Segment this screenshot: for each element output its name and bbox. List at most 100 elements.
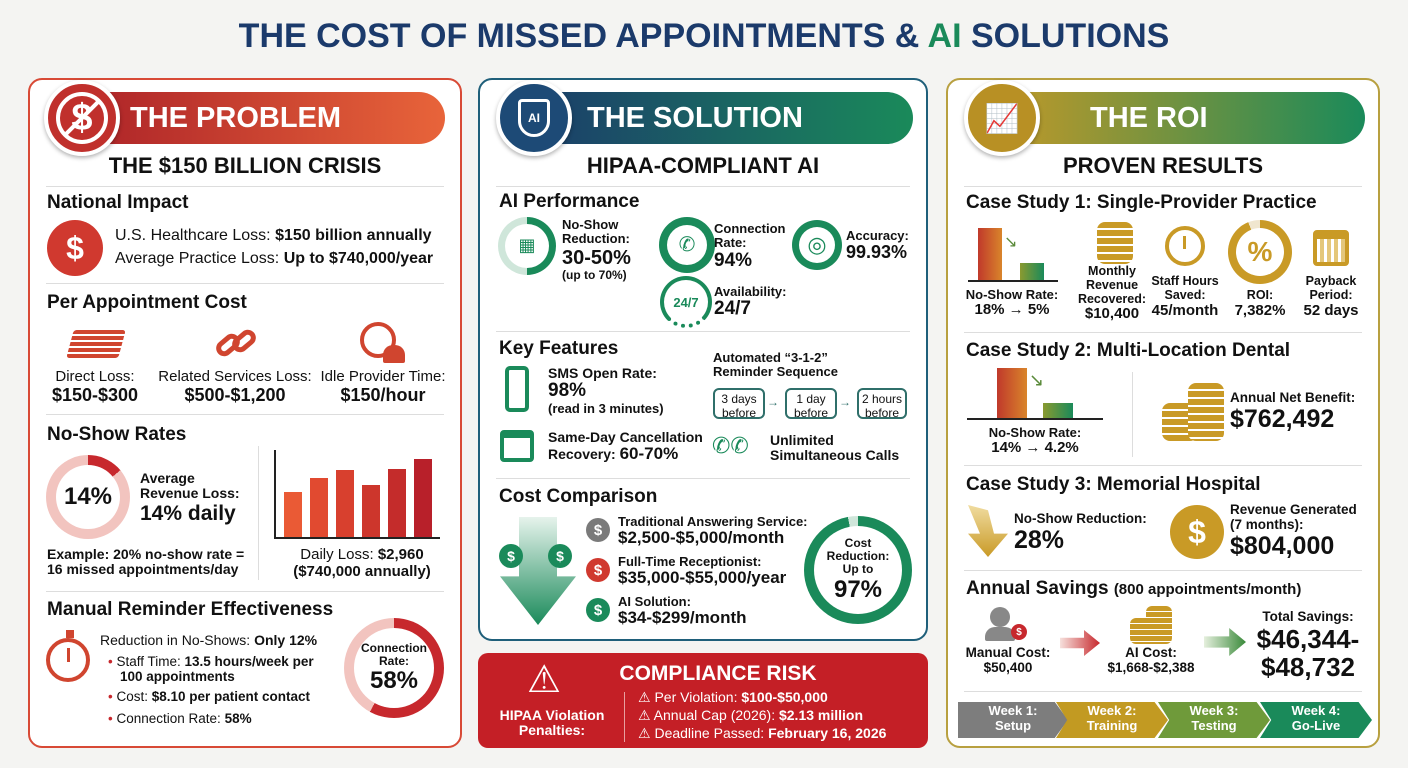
value: 99.93% [846,242,908,263]
ai-cost: AI Cost: $1,668-$2,388 [1107,645,1195,676]
label: Recovery: [548,446,620,463]
label: Cost [844,536,872,551]
label: Penalties: [518,722,586,739]
divider [964,570,1362,571]
dollar-badge-icon: $ [1011,624,1027,640]
value: $762,492 [1230,404,1335,433]
title-part: THE COST OF MISSED APPOINTMENTS & [238,17,928,55]
value: 100 appointments [120,668,235,684]
per-appt-item: Related Services Loss: $500-$1,200 [158,368,311,405]
manual-cost: Manual Cost: $50,400 [965,645,1051,676]
heading-note: (800 appointments/month) [1113,581,1302,598]
value: $804,000 [1230,531,1335,560]
divider [496,331,910,332]
accuracy: Accuracy: 99.93% [846,228,909,263]
value: $46,344- [1256,623,1360,654]
hipaa-penalties-label: HIPAA Violation Penalties: [500,707,605,739]
label: Up to [842,562,874,577]
coins-icon [1188,383,1224,441]
no-show-reduction: No-Show Reduction: 30-50% (up to 70%) [562,217,631,282]
note: (read in 3 minutes) [548,401,664,417]
reduction-text: Reduction in No-Shows: Only 12% [100,632,317,648]
compliance-title: COMPLIANCE RISK [619,662,817,685]
sequence-step: 1 day before [785,388,837,420]
bullet: • Cost: $8.10 per patient contact [108,689,311,704]
label: Simultaneous Calls [770,447,900,464]
value: $50,400 [983,659,1033,675]
value: 14% → 4.2% [991,439,1079,457]
week: Week 1: [988,703,1038,718]
bar-decrease-icon: ↘ [967,368,1103,420]
donut-value: 14% [56,465,120,529]
arrow-right-icon: → [767,395,779,409]
dollar-icon: $ [548,544,572,568]
availability: Availability: 24/7 [714,284,787,320]
value: 94% [714,249,753,271]
connection-rate-donut: Connection Rate: 58% [344,618,444,718]
label: Unlimited [770,432,834,448]
week: Week 3: [1189,703,1239,718]
label: Availability: [714,284,787,299]
roi-header: THE ROI [980,92,1365,144]
label: Connection [714,221,786,236]
label: Per Violation: [654,689,742,705]
label: AI Solution: [618,594,691,609]
warning-icon: ⚠ [527,659,562,701]
label: Annual Cap (2026): [653,707,779,723]
label: AI Cost: [1125,645,1177,660]
manual-reminder-heading: Manual Reminder Effectiveness [47,599,334,620]
value: 24/7 [714,298,751,320]
value: $150-$300 [51,384,139,405]
phone-calls-icon: ✆✆ [712,433,749,458]
cs1-payback: Payback Period: 52 days [1303,274,1358,319]
bar [362,485,380,537]
value: $1,668-$2,388 [1107,659,1195,675]
label: Manual Cost: [965,645,1051,660]
step-name: Testing [1191,717,1237,733]
connection-rate: Connection Rate: 94% [714,221,786,271]
compliance-risk-box [478,653,928,748]
label: Revenue Loss: [140,485,240,502]
label: 2 hours [861,392,903,406]
value: $2,960 [377,546,424,563]
page-title: THE COST OF MISSED APPOINTMENTS & AI SOL… [238,17,1170,55]
sequence-step: 3 days before [713,388,765,420]
label: Annual Net Benefit: [1230,390,1356,405]
dollar-icon: $ [586,518,610,542]
label: Staff Time: [116,654,185,669]
calendar-icon [1313,230,1349,266]
note: (up to 70%) [562,267,627,282]
label: Revenue [1085,277,1139,292]
divider [624,692,625,742]
avg-revenue-loss: Average Revenue Loss: 14% daily [140,470,240,525]
cs2-net-benefit: Annual Net Benefit: $762,492 [1230,390,1356,433]
value: 60-70% [619,444,679,464]
divider [46,186,444,187]
problem-subtitle: THE $150 BILLION CRISIS [108,153,382,178]
no-show-heading: No-Show Rates [47,424,187,445]
stopwatch-icon [46,630,90,682]
chain-link-icon [212,325,260,363]
growth-chart-icon: 📈 [964,80,1040,156]
divider [496,186,910,187]
label: Idle Provider Time: [320,368,446,385]
bullet: • Connection Rate: 58% [108,711,252,726]
per-appt-item: Direct Loss: $150-$300 [51,368,139,405]
unlimited-calls: Unlimited Simultaneous Calls [770,432,900,464]
label: Deadline Passed: [654,725,769,741]
national-line-2: Average Practice Loss: Up to $740,000/ye… [115,250,433,268]
bullet: • Staff Time: 13.5 hours/week per 100 app… [108,654,314,684]
phone-check-icon: ✆ [659,217,715,273]
label: Reduction: [826,549,890,564]
divider [964,332,1362,333]
timeline-step-2: Week 2: Training [1056,702,1168,738]
percent-icon: % [1228,220,1292,284]
roi-header-text: THE ROI [1090,102,1208,134]
label: Connection [361,640,427,655]
divider [964,465,1362,466]
annual-savings-heading: Annual Savings (800 appointments/month) [966,578,1302,600]
bar [336,470,354,537]
label: Full-Time Receptionist: [618,554,762,569]
bar [388,469,406,537]
per-appointment-heading: Per Appointment Cost [47,292,247,313]
